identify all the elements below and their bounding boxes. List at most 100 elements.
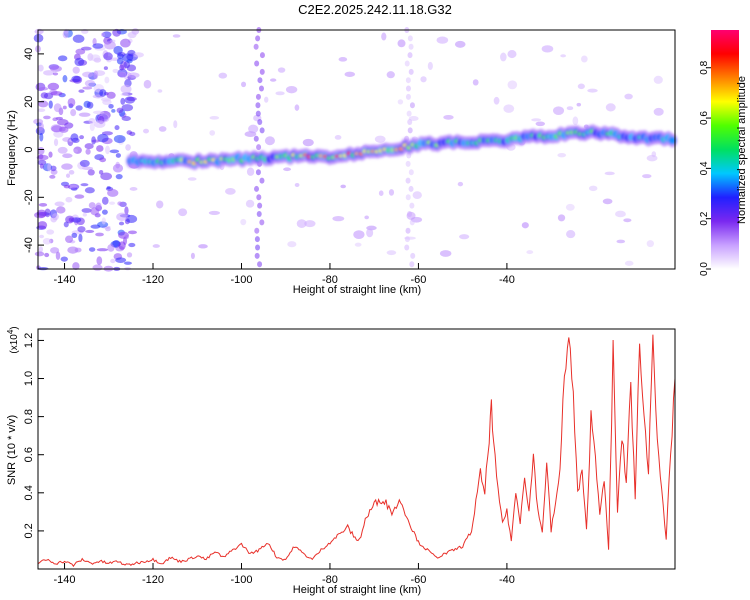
heatmap-cell <box>89 122 95 132</box>
heatmap-cell <box>218 72 228 79</box>
heatmap-cell <box>129 187 138 191</box>
heatmap-cell <box>37 64 44 72</box>
heatmap-cell <box>404 236 410 243</box>
heatmap-cell <box>255 169 261 176</box>
heatmap-cell <box>255 110 261 117</box>
bottom-x-label: Height of straight line (km) <box>293 584 421 596</box>
heatmap-cell <box>84 79 96 87</box>
heatmap-cell <box>120 84 132 94</box>
heatmap-cell <box>436 36 449 44</box>
heatmap-cell <box>507 80 518 90</box>
heatmap-cell <box>93 120 106 128</box>
spectrogram-panel: -140 -120 -100 -80 -60 -40 -40 -20 0 20 40 Height… <box>6 27 678 296</box>
heatmap-cell <box>88 202 96 209</box>
heatmap-cell <box>37 122 44 131</box>
snr-frame <box>37 328 676 570</box>
bottom-x-tick-label: -60 <box>410 574 426 586</box>
heatmap-cell <box>44 252 50 258</box>
heatmap-cell <box>125 214 138 224</box>
heatmap-cell <box>101 209 108 215</box>
heatmap-cell <box>125 144 131 151</box>
heatmap-cell <box>116 57 124 65</box>
heatmap-cell <box>53 103 62 113</box>
heatmap-cell <box>62 75 68 83</box>
top-x-axis: -140 -120 -100 -80 -60 -40 <box>54 263 515 286</box>
heatmap-cell <box>96 256 103 266</box>
heatmap-cell <box>364 215 369 220</box>
heatmap-cell <box>407 35 413 42</box>
heatmap-cell <box>409 261 415 268</box>
heatmap-cell <box>117 53 124 59</box>
heatmap-cell <box>62 105 67 110</box>
heatmap-cell <box>95 202 102 210</box>
heatmap-cell <box>72 34 85 43</box>
heatmap-cell <box>99 89 107 97</box>
heatmap-cell <box>397 39 406 48</box>
heatmap-cell <box>121 104 134 112</box>
bottom-x-tick-label: -140 <box>54 574 76 586</box>
colorbar-tick-label: 0.6 <box>699 111 710 125</box>
heatmap-cell <box>46 229 55 235</box>
heatmap-cell <box>92 110 105 115</box>
bottom-y-axis: 0.2 0.4 0.6 0.8 1.0 1.2 <box>23 333 44 539</box>
heatmap-cell <box>405 77 411 84</box>
heatmap-cell <box>173 120 178 129</box>
heatmap-cell <box>254 236 260 243</box>
heatmap-cell <box>407 127 413 134</box>
heatmap-cell <box>39 132 44 142</box>
top-x-tick-label: -140 <box>54 274 76 286</box>
heatmap-cell <box>70 108 77 117</box>
heatmap-cell <box>374 135 386 143</box>
heatmap-cell <box>68 170 75 175</box>
heatmap-cell <box>78 233 83 243</box>
heatmap-cell <box>190 252 195 259</box>
heatmap-cell <box>565 203 575 211</box>
heatmap-cell <box>577 83 585 90</box>
heatmap-cell <box>500 52 507 62</box>
heatmap-cell <box>37 159 47 166</box>
heatmap-cell <box>209 130 216 136</box>
heatmap-cell <box>257 77 263 84</box>
heatmap-cell <box>33 33 44 43</box>
heatmap-cell <box>80 46 92 51</box>
heatmap-cell <box>86 101 94 109</box>
heatmap-cell <box>105 145 110 155</box>
bottom-y-label: SNR (10 * v/v) <box>6 415 18 485</box>
heatmap-cell <box>526 250 534 255</box>
heatmap-cell <box>51 125 63 133</box>
heatmap-cell <box>98 169 104 175</box>
heatmap-cell <box>624 93 633 100</box>
heatmap-cell <box>253 43 259 50</box>
heatmap-cell <box>405 194 411 201</box>
heatmap-cell <box>353 230 365 239</box>
heatmap-cell <box>52 72 59 76</box>
heatmap-cell <box>646 240 654 248</box>
colorbar-tick-label: 0.8 <box>699 60 710 74</box>
heatmap-cell <box>566 106 574 111</box>
heatmap-cell <box>97 133 109 143</box>
heatmap-cell <box>115 153 121 158</box>
heatmap-cell <box>257 261 263 268</box>
heatmap-cell <box>112 163 124 173</box>
heatmap-cell <box>457 181 464 187</box>
heatmap-cell <box>124 206 129 215</box>
bottom-y-tick-label: 0.4 <box>23 485 35 500</box>
heatmap-cell <box>62 30 69 39</box>
heatmap-cell <box>406 110 412 117</box>
heatmap-cell <box>386 71 395 79</box>
heatmap-cell <box>408 68 414 75</box>
heatmap-cell <box>531 118 542 122</box>
heatmap-cell <box>294 104 300 111</box>
heatmap-cell <box>81 208 92 213</box>
heatmap-cell <box>60 256 68 262</box>
heatmap-cell <box>264 136 275 146</box>
heatmap-cell <box>92 264 103 271</box>
heatmap-cell <box>152 244 160 248</box>
heatmap-cell <box>283 167 292 172</box>
heatmap-cell <box>117 201 123 206</box>
top-y-tick-label: -40 <box>23 237 35 253</box>
heatmap-cell <box>103 66 108 70</box>
heatmap-cell <box>62 153 73 159</box>
heatmap-cell <box>439 250 452 257</box>
heatmap-cell <box>63 184 71 189</box>
